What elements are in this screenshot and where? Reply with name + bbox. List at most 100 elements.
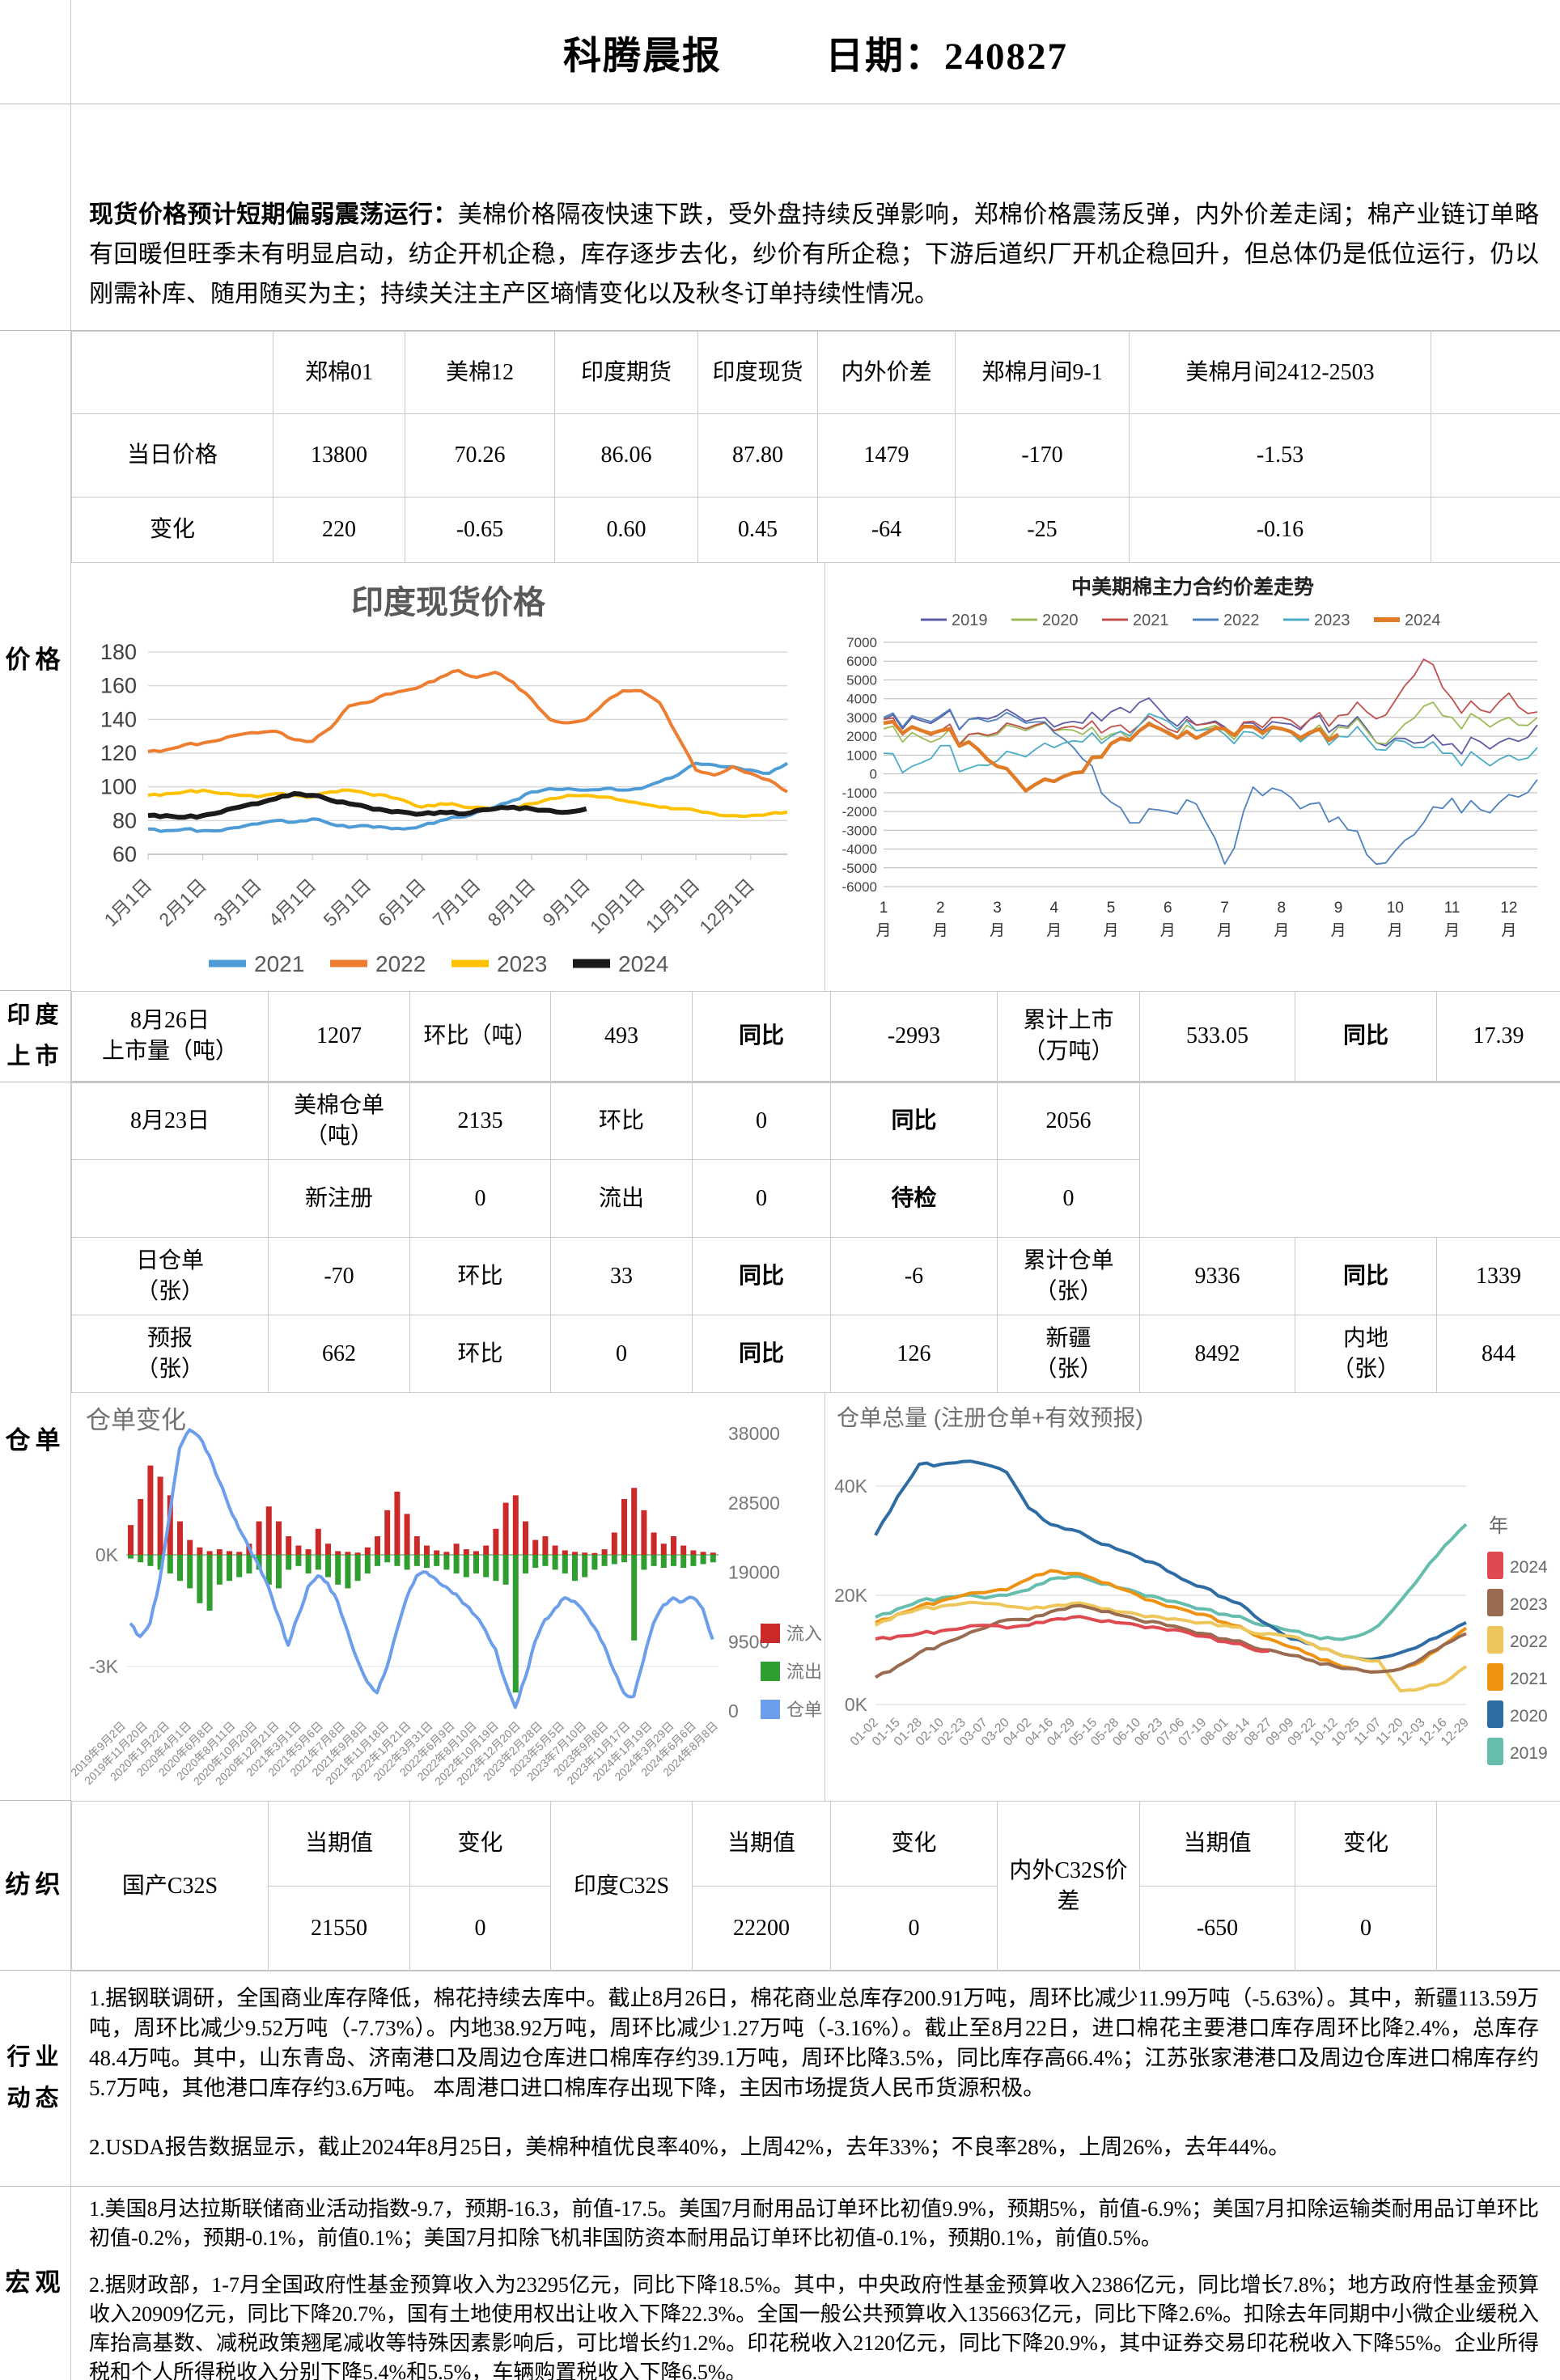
wh-r1-6: 0 xyxy=(997,1159,1140,1238)
wh-r0-0: 8月23日 xyxy=(71,1082,269,1160)
side-label-industry: 行业 动态 xyxy=(0,1971,71,2186)
wh-r0-2: 2135 xyxy=(409,1082,551,1160)
macro-item-2: 2.据财政部，1-7月全国政府性基金预算收入为23295亿元，同比下降18.5%… xyxy=(89,2273,1539,2380)
wh-r2-9: 1339 xyxy=(1436,1237,1560,1315)
tx-h-0: 国产C32S xyxy=(71,1801,269,1971)
svg-text:10: 10 xyxy=(1387,900,1404,917)
price-head-0 xyxy=(71,331,273,414)
wh-r1-4: 0 xyxy=(692,1159,831,1238)
svg-text:月: 月 xyxy=(1104,922,1119,939)
svg-text:6月1日: 6月1日 xyxy=(374,875,430,930)
macro-item-1: 1.美国8月达拉斯联储商业活动指数-9.7，预期-16.3，前值-17.5。美国… xyxy=(89,2197,1539,2250)
wh-r2-6: 累计仓单 （张） xyxy=(997,1237,1140,1315)
india-4: 同比 xyxy=(692,991,831,1082)
india-9: 17.39 xyxy=(1436,991,1560,1082)
india-8: 同比 xyxy=(1295,991,1437,1082)
svg-text:月: 月 xyxy=(1444,922,1460,939)
wh-r3-6: 新疆 （张） xyxy=(997,1315,1140,1393)
wh-r1-5: 待检 xyxy=(830,1159,998,1238)
svg-text:0K: 0K xyxy=(845,1694,868,1715)
india-7: 533.05 xyxy=(1139,991,1295,1082)
price-row1-7: -0.16 xyxy=(1129,497,1431,563)
wh-r3-5: 126 xyxy=(830,1315,998,1393)
svg-text:100: 100 xyxy=(100,775,137,799)
svg-text:3: 3 xyxy=(993,900,1002,917)
india-listing-content: 8月26日 上市量（吨） 1207 环比（吨） 493 同比 -2993 累计上市 （万吨）… xyxy=(71,991,1560,1082)
svg-text:5000: 5000 xyxy=(846,672,877,688)
price-table-body: 郑棉01 美棉12 印度期货 印度现货 内外价差 郑棉月间9-1 美棉月间2412-2503… xyxy=(71,331,1560,563)
price-row0-0: 当日价格 xyxy=(71,413,273,498)
tx-v-5: 0 xyxy=(1295,1886,1437,1971)
india-spot-price-chart: 印度现货价格 180 160 140 120 100 80 60 1月1日2月1日3月1日4月1… xyxy=(100,585,789,976)
wh-r3-1: 662 xyxy=(268,1315,410,1393)
svg-text:28500: 28500 xyxy=(728,1493,780,1514)
svg-text:月: 月 xyxy=(1388,922,1403,939)
india-6: 累计上市 （万吨） xyxy=(997,991,1140,1082)
wh-r2-8: 同比 xyxy=(1295,1237,1437,1315)
price-row1-5: -64 xyxy=(817,497,956,563)
svg-text:月: 月 xyxy=(1274,922,1289,939)
svg-text:38000: 38000 xyxy=(728,1423,780,1444)
wh-r3-7: 8492 xyxy=(1139,1315,1295,1393)
wh-r2-0: 日仓单 （张） xyxy=(71,1237,269,1315)
svg-text:月: 月 xyxy=(1046,922,1062,939)
tx-v-4: -650 xyxy=(1139,1886,1295,1971)
side-label-textile: 纺织 xyxy=(0,1801,71,1970)
warehouse-content: 8月23日 美棉仓单 （吨） 2135 环比 0 同比 2056 新注册 0 流出 0 待检 0 日仓单 … xyxy=(71,1082,1560,1802)
wh-r0-6: 2056 xyxy=(997,1082,1140,1160)
wh-r3-4: 同比 xyxy=(692,1315,831,1393)
india-0: 8月26日 上市量（吨） xyxy=(71,991,269,1082)
tx-h-3: 印度C32S xyxy=(550,1801,693,1971)
svg-text:年: 年 xyxy=(1489,1515,1508,1537)
report-date: 日期：240827 xyxy=(825,35,1068,78)
wh-r0-1: 美棉仓单 （吨） xyxy=(268,1082,410,1160)
price-head-5: 内外价差 xyxy=(817,331,956,414)
price-head-8 xyxy=(1431,331,1560,414)
svg-text:8: 8 xyxy=(1278,900,1287,917)
svg-text:1: 1 xyxy=(880,900,888,917)
svg-text:月: 月 xyxy=(875,922,891,939)
tx-h-8: 变化 xyxy=(1295,1801,1437,1887)
macro-content: 1.美国8月达拉斯联储商业活动指数-9.7，预期-16.3，前值-17.5。美国… xyxy=(71,2187,1560,2380)
svg-text:月: 月 xyxy=(1501,922,1516,939)
svg-text:1000: 1000 xyxy=(846,747,877,763)
svg-text:流出: 流出 xyxy=(786,1662,822,1682)
wh-r1-3: 流出 xyxy=(550,1159,693,1238)
textile-table-body: 国产C32S 当期值 变化 印度C32S 当期值 变化 内外C32S价差 当期值 变化 21550… xyxy=(71,1801,1560,1971)
tx-h-5: 变化 xyxy=(830,1801,998,1887)
header-section: 科腾晨报 日期：240827 xyxy=(0,0,1560,104)
wh-r3-3: 0 xyxy=(550,1315,693,1393)
side-label-macro: 宏观 xyxy=(0,2187,71,2380)
svg-text:印度现货价格: 印度现货价格 xyxy=(351,585,546,620)
svg-text:2023: 2023 xyxy=(497,951,547,976)
svg-text:60: 60 xyxy=(112,842,137,866)
svg-text:6000: 6000 xyxy=(846,654,877,669)
wh-r0-4: 0 xyxy=(692,1082,831,1160)
india-2: 环比（吨） xyxy=(409,991,551,1082)
tx-h-2: 变化 xyxy=(409,1801,551,1887)
wh-r2-2: 环比 xyxy=(409,1237,551,1315)
svg-text:流入: 流入 xyxy=(786,1624,822,1644)
wh-r0-7 xyxy=(1139,1082,1560,1238)
svg-text:-3000: -3000 xyxy=(842,823,877,838)
warehouse-section: 仓单 8月23日 美棉仓单 （吨） 2135 环比 0 同比 2056 新注册 0 流出 0 待检 0 日… xyxy=(0,1082,1560,1802)
svg-text:40K: 40K xyxy=(834,1476,868,1497)
india-3: 493 xyxy=(550,991,693,1082)
receipt-total-chart: 仓单总量 (注册仓单+有效预报)40K20K0K01-0201-1501-280… xyxy=(834,1405,1548,1765)
india-listing-section: 印度 上市 8月26日 上市量（吨） 1207 环比（吨） 493 同比 -2993 累计上… xyxy=(0,990,1560,1082)
tx-h-1: 当期值 xyxy=(268,1801,410,1887)
warehouse-charts-row: 仓单变化 0K -3K 38000 28500 19000 9500 0 2019年9月2日 20… xyxy=(71,1393,1560,1802)
textile-table: 国产C32S 当期值 变化 印度C32S 当期值 变化 内外C32S价差 当期值 变化 21550… xyxy=(71,1801,1560,1971)
price-row0-3: 86.06 xyxy=(554,413,698,498)
wh-r1-2: 0 xyxy=(409,1159,551,1238)
wh-r2-7: 9336 xyxy=(1139,1237,1295,1315)
price-row1-2: -0.65 xyxy=(405,497,555,563)
price-row1-6: -25 xyxy=(955,497,1130,563)
wh-r0-5: 同比 xyxy=(830,1082,998,1160)
tx-v-0: 21550 xyxy=(268,1886,410,1971)
svg-text:2019: 2019 xyxy=(1510,1744,1548,1763)
wh-r2-1: -70 xyxy=(268,1237,410,1315)
industry-section: 行业 动态 1.据钢联调研，全国商业库存降低，棉花持续去库中。截止8月26日，棉… xyxy=(0,1970,1560,2186)
receipt-total-chart-cell: 仓单总量 (注册仓单+有效预报) 40K 20K 0K 01-02 01-15 01-28 0… xyxy=(825,1393,1560,1802)
